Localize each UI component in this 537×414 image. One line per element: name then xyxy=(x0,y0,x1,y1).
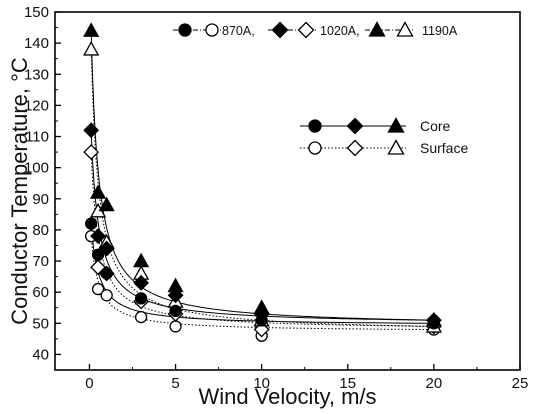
y-tick-label: 100 xyxy=(24,160,49,177)
legend-label: 1020A, xyxy=(320,24,360,38)
data-point-diamond xyxy=(98,240,115,257)
legend-label: Core xyxy=(420,118,451,134)
data-point-diamond xyxy=(133,274,150,291)
y-tick-label: 70 xyxy=(32,253,49,270)
legend-marker-filled xyxy=(368,21,386,37)
legend-label: 870A, xyxy=(222,24,255,38)
y-tick-label: 90 xyxy=(32,191,49,208)
x-tick-label: 20 xyxy=(426,375,443,392)
x-axis-title: Wind Velocity, m/s xyxy=(198,384,376,409)
y-tick-label: 60 xyxy=(32,284,49,301)
data-point-diamond xyxy=(83,144,100,161)
data-point-circle xyxy=(134,310,148,324)
data-point-triangle xyxy=(83,41,100,56)
legend-marker-circle xyxy=(308,119,322,133)
fit-curve-1020A-core xyxy=(90,130,434,321)
y-tick-label: 50 xyxy=(32,315,49,332)
data-point-circle xyxy=(169,304,182,318)
data-point-circle xyxy=(85,217,98,230)
legend-marker-filled xyxy=(178,23,192,37)
y-axis-ticks: 40 50 60 70 80 90 100 110 120 130 140 150 xyxy=(24,4,61,363)
data-point-triangle xyxy=(98,196,115,212)
plot-frame xyxy=(54,11,521,371)
y-tick-label: 110 xyxy=(25,129,49,146)
data-point-diamond xyxy=(83,122,100,139)
y-tick-label: 130 xyxy=(24,66,49,83)
legend-label: Surface xyxy=(420,140,468,156)
legend-core-surface: Core Surface xyxy=(300,117,468,157)
legend-marker-open xyxy=(297,21,315,39)
legend-marker-open xyxy=(205,23,219,37)
data-point-triangle xyxy=(425,311,442,327)
data-point-diamond xyxy=(90,228,106,245)
x-tick-label: 10 xyxy=(253,375,270,392)
x-tick-label: 25 xyxy=(512,375,529,392)
y-tick-label: 140 xyxy=(24,35,49,52)
x-tick-label: 5 xyxy=(171,375,179,392)
data-point-triangle xyxy=(89,184,107,199)
legend-marker-triangle xyxy=(387,117,405,133)
data-point-circle xyxy=(169,320,182,333)
x-tick-label: 0 xyxy=(85,375,93,392)
legend-currents: 870A, 1020A, 1190A xyxy=(173,21,458,39)
data-point-triangle xyxy=(133,252,150,268)
data-point-circle xyxy=(134,292,148,305)
legend-marker-circle xyxy=(308,141,322,155)
legend-label: 1190A xyxy=(422,24,458,38)
y-tick-label: 40 xyxy=(32,346,49,363)
x-tick-label: 15 xyxy=(339,375,356,392)
legend-marker-triangle xyxy=(387,139,405,155)
data-point-triangle xyxy=(83,22,100,37)
data-point-circle xyxy=(100,267,113,280)
legend-marker-diamond xyxy=(346,117,364,135)
legend-marker-filled xyxy=(271,21,289,39)
y-axis-title: Conductor Temperature, °C xyxy=(7,57,32,325)
data-point-circle xyxy=(91,248,105,261)
data-point-circle xyxy=(100,289,113,302)
x-axis-ticks: 0 5 10 15 20 25 xyxy=(85,364,528,392)
legend-marker-diamond xyxy=(346,139,364,157)
y-tick-label: 120 xyxy=(24,97,49,114)
legend-marker-open xyxy=(396,21,414,37)
y-tick-label: 150 xyxy=(24,4,49,21)
y-tick-label: 80 xyxy=(32,222,49,239)
data-markers xyxy=(83,22,442,342)
data-point-triangle xyxy=(167,277,184,293)
data-point-circle xyxy=(91,282,105,296)
data-point-triangle xyxy=(253,299,270,314)
